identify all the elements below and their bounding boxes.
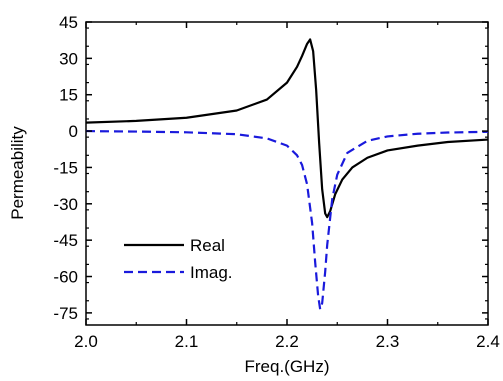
series-layer — [85, 38, 489, 311]
x-tick-label: 2.2 — [275, 332, 299, 351]
legend: Real Imag. — [124, 236, 233, 282]
y-tick-label: -45 — [53, 231, 78, 250]
x-tick-label: 2.1 — [175, 332, 199, 351]
y-tick-label: 0 — [69, 122, 78, 141]
y-axis-title: Permeability — [8, 126, 27, 220]
plot-frame — [85, 21, 489, 326]
series-line-real — [85, 38, 489, 219]
y-tick-label: -75 — [53, 304, 78, 323]
ticks-layer — [85, 21, 489, 325]
x-tick-label: 2.3 — [376, 332, 400, 351]
series-line-imag — [85, 129, 489, 311]
y-tick-label: 45 — [59, 13, 78, 32]
x-tick-label: 2.0 — [74, 332, 98, 351]
x-tick-label: 2.4 — [476, 332, 500, 351]
y-tick-label: 30 — [59, 49, 78, 68]
y-tick-label: -15 — [53, 158, 78, 177]
legend-label-real: Real — [190, 236, 225, 255]
x-axis-title: Freq.(GHz) — [245, 357, 330, 376]
y-tick-labels: 45 30 15 0 -15 -30 -45 -60 -75 — [53, 13, 78, 323]
y-tick-label: 15 — [59, 86, 78, 105]
x-tick-labels: 2.0 2.1 2.2 2.3 2.4 — [74, 332, 500, 351]
legend-label-imag: Imag. — [190, 263, 233, 282]
y-tick-label: -60 — [53, 268, 78, 287]
y-tick-label: -30 — [53, 195, 78, 214]
